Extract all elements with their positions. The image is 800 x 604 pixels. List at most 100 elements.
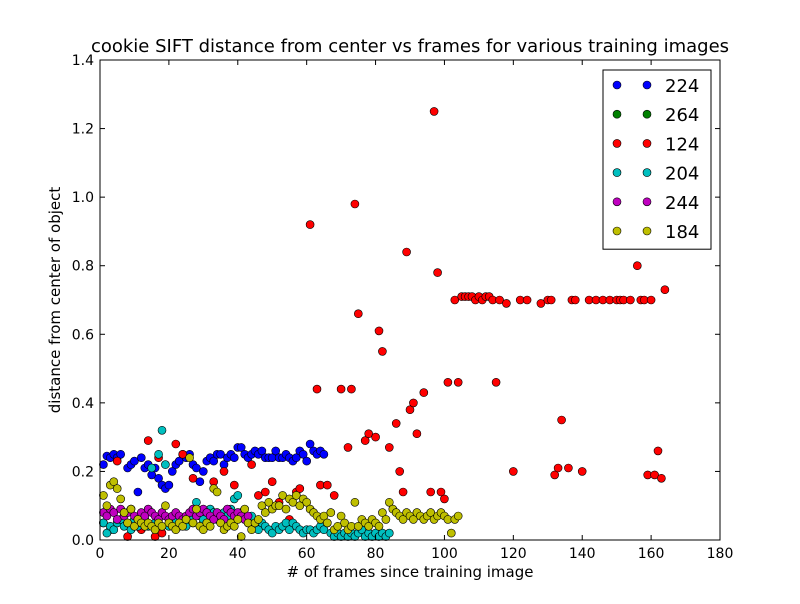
data-point bbox=[185, 453, 194, 463]
data-point bbox=[374, 326, 384, 336]
data-point bbox=[112, 515, 122, 524]
data-point bbox=[147, 463, 156, 473]
data-point bbox=[233, 515, 243, 524]
data-point bbox=[254, 491, 263, 500]
data-point bbox=[412, 429, 422, 439]
data-point bbox=[230, 480, 239, 490]
legend-entry: 224 bbox=[612, 76, 699, 97]
data-point bbox=[564, 463, 573, 473]
data-point bbox=[557, 415, 566, 425]
data-point bbox=[247, 525, 256, 535]
x-tick-label: 160 bbox=[638, 546, 665, 562]
data-point bbox=[384, 528, 394, 538]
data-point bbox=[291, 491, 301, 500]
plot-area bbox=[99, 107, 670, 541]
data-point bbox=[577, 467, 587, 476]
data-point bbox=[199, 467, 208, 476]
data-point bbox=[209, 456, 218, 466]
data-point bbox=[119, 508, 129, 517]
y-tick-label: 1.4 bbox=[72, 53, 94, 69]
x-tick-label: 60 bbox=[298, 546, 316, 562]
data-point bbox=[319, 525, 329, 535]
data-point bbox=[257, 446, 267, 456]
data-point bbox=[440, 494, 449, 504]
data-point bbox=[278, 491, 287, 500]
legend-marker bbox=[612, 226, 622, 236]
data-point bbox=[632, 261, 642, 271]
data-point bbox=[398, 487, 408, 497]
data-point bbox=[522, 295, 532, 305]
data-point bbox=[453, 511, 463, 521]
data-point bbox=[188, 518, 198, 528]
y-tick-label: 1.2 bbox=[72, 122, 94, 138]
data-point bbox=[426, 508, 436, 517]
data-point bbox=[295, 501, 305, 511]
legend-entry: 204 bbox=[612, 164, 699, 185]
data-point bbox=[133, 487, 143, 497]
data-point bbox=[116, 494, 125, 504]
legend-marker bbox=[612, 197, 622, 207]
data-point bbox=[219, 467, 229, 476]
data-point bbox=[161, 460, 170, 469]
x-tick-label: 80 bbox=[367, 546, 385, 562]
data-point bbox=[336, 511, 346, 521]
legend-label: 264 bbox=[665, 105, 699, 126]
data-point bbox=[553, 463, 563, 473]
data-point bbox=[405, 405, 415, 415]
data-point bbox=[192, 504, 201, 514]
data-point bbox=[322, 518, 332, 528]
data-point bbox=[267, 477, 277, 487]
data-point bbox=[143, 436, 153, 445]
data-point bbox=[429, 107, 439, 116]
data-point bbox=[271, 446, 281, 456]
data-point bbox=[112, 484, 122, 493]
data-point bbox=[212, 487, 222, 497]
data-point bbox=[409, 515, 418, 524]
series-224 bbox=[99, 439, 329, 497]
data-point bbox=[312, 384, 322, 394]
legend: 224 264 124 204 244 184 bbox=[602, 69, 712, 250]
data-point bbox=[570, 295, 580, 305]
data-point bbox=[112, 456, 122, 466]
legend-entry: 244 bbox=[612, 193, 699, 214]
data-point bbox=[402, 247, 411, 257]
data-point bbox=[188, 473, 198, 483]
data-point bbox=[236, 532, 246, 541]
legend-marker bbox=[612, 109, 622, 119]
data-point bbox=[360, 436, 370, 445]
legend-marker bbox=[612, 168, 622, 177]
legend-marker bbox=[642, 139, 652, 148]
data-point bbox=[164, 480, 174, 490]
data-point bbox=[102, 511, 112, 521]
series-124 bbox=[99, 107, 670, 541]
data-point bbox=[178, 521, 187, 531]
data-point bbox=[116, 449, 125, 459]
data-point bbox=[302, 456, 312, 466]
data-point bbox=[302, 497, 312, 507]
legend-entry: 264 bbox=[612, 105, 699, 126]
legend-label: 184 bbox=[665, 222, 699, 243]
data-point bbox=[657, 473, 666, 483]
data-point bbox=[230, 521, 239, 531]
data-point bbox=[288, 497, 298, 507]
data-point bbox=[257, 501, 267, 511]
y-tick-label: 0.4 bbox=[72, 396, 94, 412]
data-point bbox=[409, 398, 418, 408]
y-tick-label: 0.0 bbox=[72, 533, 94, 549]
legend-box bbox=[602, 69, 712, 250]
data-point bbox=[99, 518, 108, 528]
data-point bbox=[130, 521, 139, 531]
x-tick-label: 100 bbox=[431, 546, 458, 562]
data-point bbox=[446, 528, 456, 538]
data-point bbox=[305, 439, 315, 449]
data-point bbox=[371, 432, 380, 442]
data-point bbox=[453, 377, 463, 387]
data-point bbox=[157, 425, 167, 435]
data-point bbox=[550, 470, 560, 480]
x-tick-label: 0 bbox=[96, 546, 105, 562]
data-point bbox=[154, 449, 163, 459]
series-184 bbox=[99, 453, 463, 541]
chart-title: cookie SIFT distance from center vs fram… bbox=[91, 36, 729, 57]
data-point bbox=[340, 518, 349, 528]
